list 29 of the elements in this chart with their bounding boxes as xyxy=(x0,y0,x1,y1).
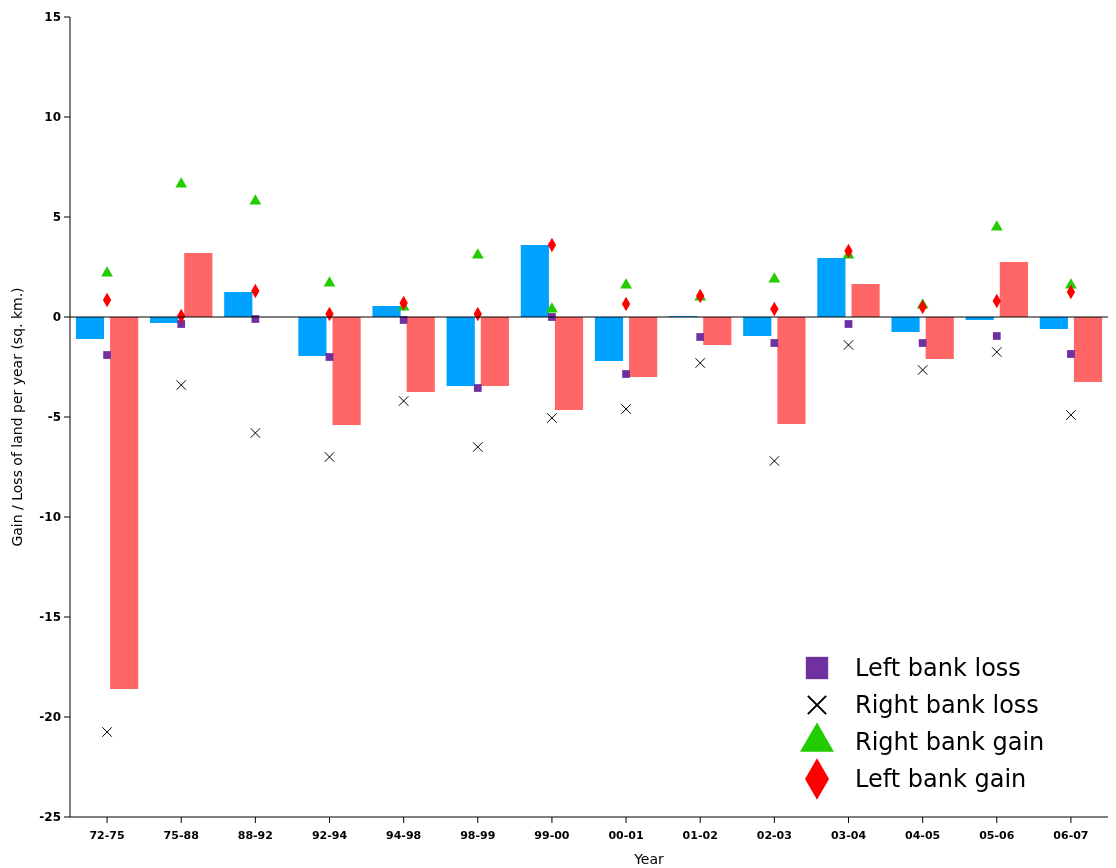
x-tick-label: 99-00 xyxy=(534,829,570,842)
x-tick-label: 75-88 xyxy=(163,829,199,842)
legend-label: Left bank loss xyxy=(855,654,1021,683)
x-tick-label: 05-06 xyxy=(979,829,1015,842)
x-tick-label: 01-02 xyxy=(682,829,718,842)
y-tick-label: -25 xyxy=(39,810,61,825)
x-tick-label: 06-07 xyxy=(1053,829,1089,842)
y-axis-title: Gain / Loss of land per year (sq. km.) xyxy=(9,287,25,547)
legend-label: Left bank gain xyxy=(855,765,1027,794)
x-tick-label: 02-03 xyxy=(756,829,792,842)
x-axis-title: Year xyxy=(633,851,665,867)
legend-label: Right bank gain xyxy=(855,728,1045,757)
x-tick-label: 72-75 xyxy=(89,829,125,842)
y-tick-label: 5 xyxy=(52,210,61,225)
y-tick-label: 10 xyxy=(44,110,61,125)
y-tick-label: -15 xyxy=(39,610,61,625)
legend-label: Right bank loss xyxy=(855,691,1039,720)
y-tick-label: -20 xyxy=(39,710,61,725)
y-tick-label: -10 xyxy=(39,510,61,525)
y-tick-label: 15 xyxy=(44,10,61,25)
x-tick-label: 92-94 xyxy=(311,829,348,842)
x-tick-label: 04-05 xyxy=(905,829,941,842)
x-tick-label: 98-99 xyxy=(460,829,496,842)
x-tick-label: 88-92 xyxy=(237,829,273,842)
x-tick-label: 94-98 xyxy=(386,829,422,842)
x-tick-label: 03-04 xyxy=(830,829,867,842)
x-tick-label: 00-01 xyxy=(608,829,644,842)
y-tick-label: -5 xyxy=(47,410,61,425)
y-tick-label: 0 xyxy=(52,310,61,325)
